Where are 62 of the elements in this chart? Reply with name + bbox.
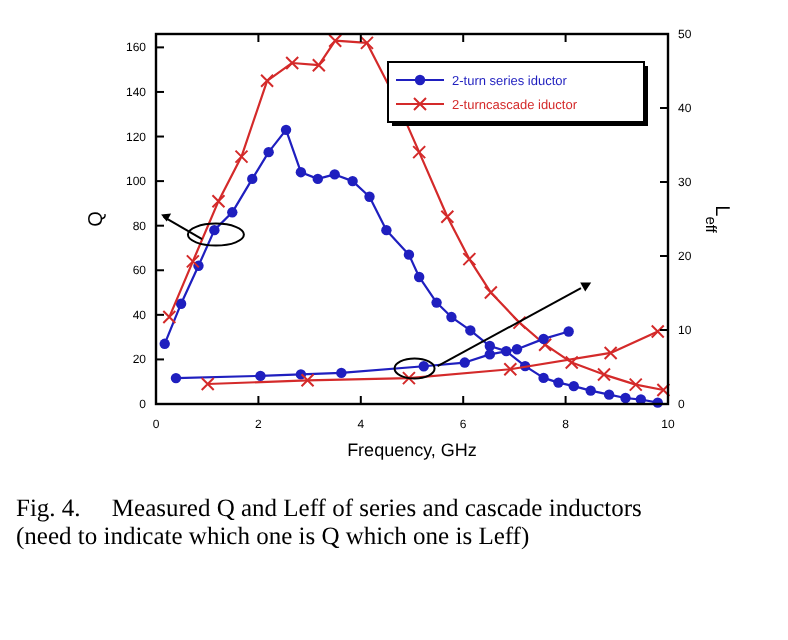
point <box>401 371 416 386</box>
point <box>260 73 275 88</box>
point <box>312 173 323 185</box>
point <box>446 311 457 323</box>
point <box>538 337 553 352</box>
point <box>247 173 258 185</box>
point <box>418 361 429 372</box>
point <box>159 338 170 350</box>
point <box>234 149 249 164</box>
point <box>403 249 415 260</box>
point <box>628 377 643 392</box>
point <box>381 224 392 236</box>
point <box>175 298 187 309</box>
point <box>347 175 358 187</box>
caption: Fig. 4. Measured Q and Leff of series and cascade inductors <box>16 494 642 522</box>
point <box>511 344 523 355</box>
point <box>503 362 518 377</box>
point <box>364 191 375 202</box>
point <box>336 367 347 379</box>
point <box>412 145 427 160</box>
point <box>328 33 343 48</box>
point <box>585 385 596 396</box>
point <box>440 209 455 224</box>
point <box>413 271 425 283</box>
point <box>568 380 579 392</box>
point <box>564 355 579 370</box>
point <box>620 392 631 404</box>
point <box>227 207 238 218</box>
text: (need to indicate which one is Q which one is Leff) <box>16 522 530 550</box>
point <box>462 252 477 267</box>
y-axis-title: Q <box>86 210 108 227</box>
point <box>538 333 549 345</box>
point <box>295 166 307 178</box>
point <box>512 315 527 330</box>
point <box>656 382 671 397</box>
point <box>255 370 266 382</box>
point <box>459 357 470 368</box>
point <box>209 224 220 236</box>
point <box>162 310 177 325</box>
point <box>538 372 549 384</box>
point <box>200 377 215 392</box>
point <box>359 35 374 50</box>
point <box>553 377 564 388</box>
point <box>484 349 496 360</box>
point <box>329 169 340 180</box>
point <box>263 146 274 158</box>
point <box>597 367 611 382</box>
point <box>563 326 574 337</box>
point <box>483 285 498 300</box>
point <box>185 254 200 269</box>
point <box>650 324 665 339</box>
point <box>431 297 442 308</box>
point <box>603 389 615 400</box>
point <box>603 345 618 360</box>
point <box>211 194 226 209</box>
point <box>300 373 315 388</box>
point <box>170 372 182 384</box>
point <box>285 55 300 70</box>
point <box>465 325 476 336</box>
x-axis-title: Frequency, GHz <box>347 440 478 460</box>
point <box>280 124 292 136</box>
point <box>311 58 326 73</box>
